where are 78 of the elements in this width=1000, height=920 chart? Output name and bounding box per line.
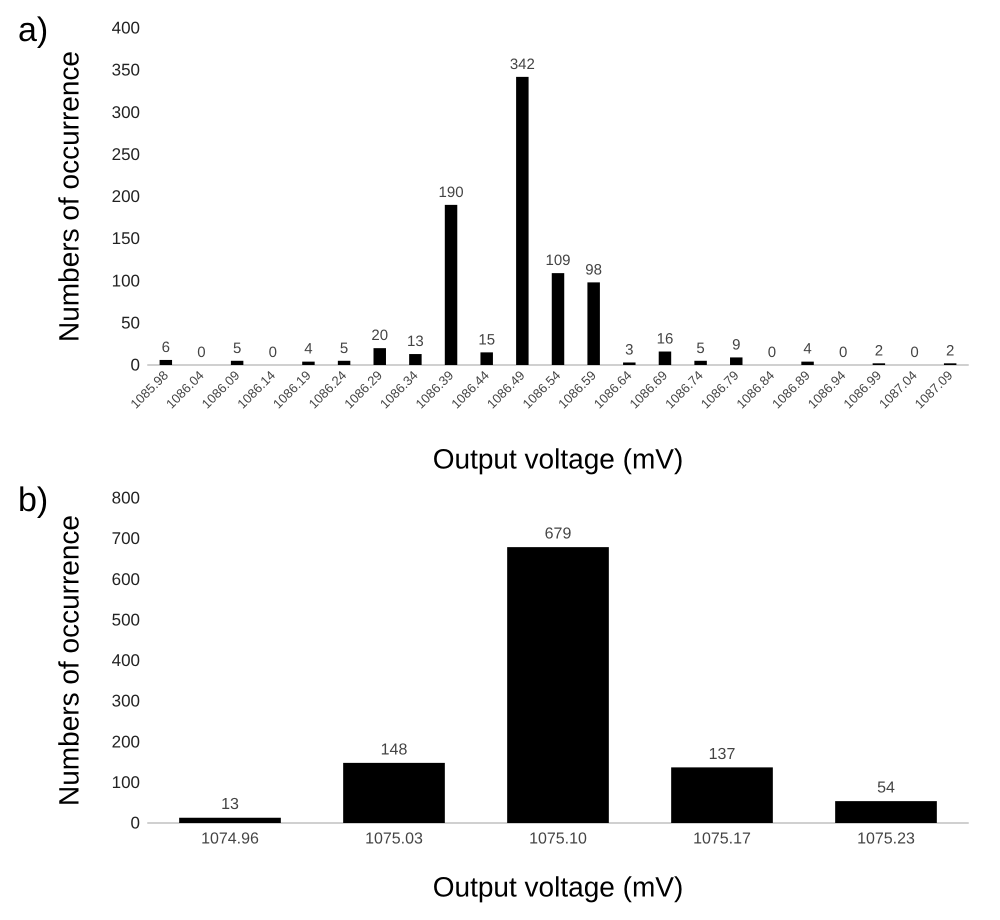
data-label: 15 [478,331,496,348]
bar [587,282,600,365]
data-label: 54 [877,780,895,797]
y-tick-label: 150 [112,229,140,248]
data-label: 2 [874,342,884,360]
data-label: 16 [656,330,674,348]
bar [694,360,707,365]
data-label: 9 [732,336,740,354]
y-axis-title: Numbers of occurrence [54,514,84,806]
data-label: 4 [803,340,812,358]
x-tick-label: 1075.10 [529,830,588,848]
bar [507,547,609,823]
data-label: 0 [197,344,206,361]
y-tick-label: 350 [112,60,140,80]
bar [801,362,814,365]
data-label: 13 [221,796,239,814]
y-tick-label: 700 [112,529,140,548]
x-axis-title: Output voltage (mV) [432,444,684,474]
bar [444,204,458,365]
bar [302,362,315,365]
x-axis-title: Output voltage (mV) [432,872,684,902]
y-tick-label: 800 [112,488,140,508]
bar [374,348,386,365]
y-tick-label: 0 [130,814,140,832]
text: b) [18,481,48,519]
bar [516,76,529,365]
data-label: 6 [162,338,170,356]
data-label: 5 [696,340,705,357]
bar [409,354,422,365]
data-label: 190 [438,184,464,201]
data-label: 0 [839,344,848,361]
y-tick-label: 100 [112,271,140,290]
bar [160,360,172,365]
y-tick-label: 400 [112,18,140,38]
y-tick-label: 100 [112,772,140,792]
bar [671,767,773,823]
data-label: 0 [268,344,277,361]
data-label: 137 [708,746,736,763]
y-tick-label: 300 [112,102,140,122]
data-label: 20 [371,327,388,344]
data-label: 13 [407,333,424,350]
x-tick-label: 1075.23 [857,830,916,848]
bar [179,818,281,823]
bar [835,801,937,823]
y-tick-label: 200 [112,732,140,752]
y-tick-label: 500 [112,610,140,630]
y-axis-title: Numbers of occurrence [54,50,84,342]
data-label: 98 [585,261,602,278]
bar [730,357,742,365]
y-tick-label: 50 [121,313,140,332]
data-label: 3 [625,341,634,358]
y-tick-label: 250 [112,144,140,164]
x-tick-label: 1075.17 [693,830,752,848]
x-tick-label: 1075.03 [365,830,424,848]
bar [658,352,672,365]
data-label: 0 [910,344,919,361]
bar [480,352,493,365]
data-label: 5 [232,340,242,357]
data-label: 4 [304,340,313,358]
bar [338,360,350,365]
bar [552,273,564,365]
data-label: 342 [510,56,535,73]
data-label: 0 [768,344,776,361]
data-label: 679 [544,526,572,543]
bar [623,362,636,365]
data-label: 2 [946,342,954,360]
y-tick-label: 0 [130,356,140,374]
y-tick-label: 200 [112,187,140,206]
y-tick-label: 400 [112,651,140,670]
data-label: 5 [340,340,348,357]
y-tick-label: 300 [112,692,140,711]
y-tick-label: 600 [112,570,140,589]
data-label: 148 [380,741,408,758]
text: a) [18,11,48,49]
bar [343,762,445,823]
data-label: 109 [545,252,571,270]
x-tick-label: 1074.96 [201,830,260,848]
bar [230,360,244,365]
